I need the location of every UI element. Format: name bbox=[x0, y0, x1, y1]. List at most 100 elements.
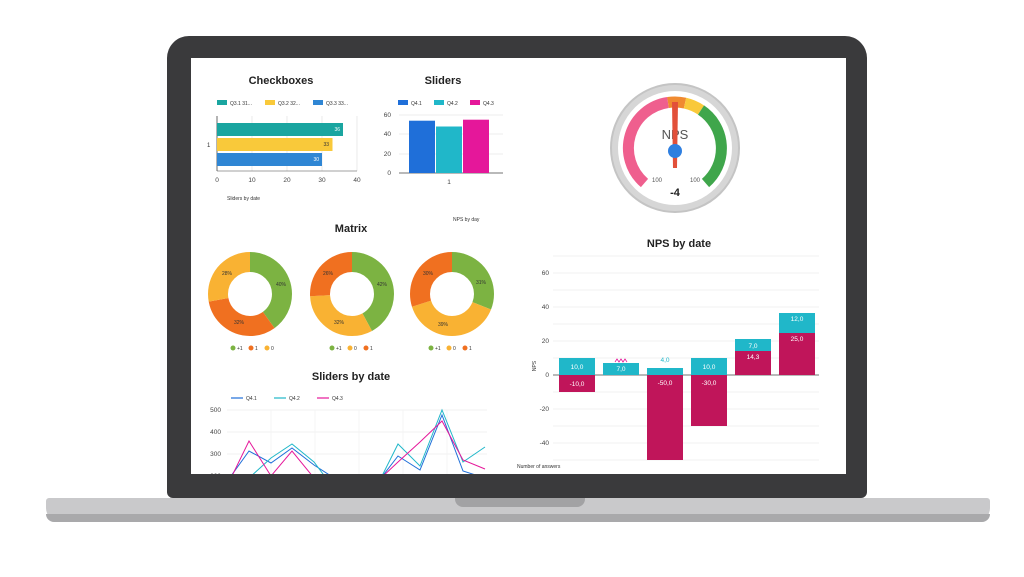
donut-1-slice-3 bbox=[208, 252, 292, 336]
donut-2-legend-3: 1 bbox=[370, 346, 373, 352]
donut-3-legend-dot-2 bbox=[446, 345, 452, 351]
nps-bar-top-1 bbox=[559, 358, 595, 375]
nps-bar-bottom-4-value: -30,0 bbox=[702, 380, 717, 387]
checkboxes-legend-swatch-1 bbox=[217, 100, 227, 105]
checkboxes-bar-3 bbox=[217, 153, 322, 166]
laptop-base-shade bbox=[46, 514, 990, 522]
sbd-line-q42-b bbox=[382, 408, 486, 474]
nps-bar-top-6 bbox=[779, 313, 815, 333]
nps-bar-top-1-value: 10,0 bbox=[571, 364, 584, 371]
sliders-legend-1: Q4.1 bbox=[411, 101, 422, 107]
sliders-by-date-title: Sliders by date bbox=[312, 371, 390, 383]
matrix-donut-2: 42% 32% 26% +1 0 1 bbox=[310, 252, 394, 352]
donut-3-legend-3: 1 bbox=[469, 346, 472, 352]
checkboxes-chart: Checkboxes Q3.1 31... Q3.2 32... Q3.3 33… bbox=[207, 75, 361, 202]
gauge-right-label: 100 bbox=[690, 178, 701, 184]
nps-bar-top-3 bbox=[647, 368, 683, 375]
nps-bar-top-4-value: 10,0 bbox=[703, 364, 716, 371]
nps-tick-20: 20 bbox=[542, 338, 550, 345]
donut-1-legend-3: 0 bbox=[271, 346, 274, 352]
checkboxes-legend-swatch-3 bbox=[313, 100, 323, 105]
checkboxes-title: Checkboxes bbox=[249, 75, 314, 87]
donut-1-slice-2 bbox=[208, 252, 292, 336]
donut-3-label-2: 39% bbox=[438, 322, 449, 328]
nps-bar-bottom-4 bbox=[691, 375, 727, 426]
donut-3-legend-1: +1 bbox=[435, 346, 441, 352]
nps-tick-0: 0 bbox=[545, 372, 549, 379]
donut-1-legend-1: +1 bbox=[237, 346, 243, 352]
donut-3-label-1: 31% bbox=[476, 280, 487, 286]
matrix-charts: Matrix 40% 32% 28% +1 1 0 42% 32% 26% +1 bbox=[208, 223, 494, 352]
nps-by-date-title: NPS by date bbox=[647, 238, 711, 250]
nps-y-axis-label: NPS bbox=[532, 360, 538, 371]
donut-3-legend-dot-1 bbox=[428, 345, 434, 351]
nps-bar-bottom-1-value: -10,0 bbox=[570, 381, 585, 388]
sliders-title: Sliders bbox=[425, 75, 462, 87]
donut-1-legend-dot-1 bbox=[230, 345, 236, 351]
donut-1-legend-dot-2 bbox=[248, 345, 254, 351]
nps-bar-bottom-1 bbox=[559, 375, 595, 392]
donut-1-label-1: 40% bbox=[276, 282, 287, 288]
donut-1-legend-dot-3 bbox=[264, 345, 270, 351]
sbd-legend-1: Q4.1 bbox=[246, 396, 257, 402]
sliders-legend-swatch-1 bbox=[398, 100, 408, 105]
gauge-needle bbox=[672, 102, 678, 168]
nps-bar-bottom-6-value: 25,0 bbox=[791, 336, 804, 343]
nps-bar-top-2 bbox=[603, 363, 639, 375]
nps-bar-top-4 bbox=[691, 358, 727, 375]
sliders-chart: Sliders Q4.1 Q4.2 Q4.3 60 40 20 0 1 NPS … bbox=[384, 75, 503, 223]
nps-bar-top-5 bbox=[735, 339, 771, 351]
sbd-tick-300: 300 bbox=[210, 451, 221, 458]
nps-gauge: NPS 100 100 -4 bbox=[610, 83, 740, 213]
sliders-by-date-chart: Sliders by date Q4.1 Q4.2 Q4.3 500 400 3… bbox=[210, 371, 487, 474]
gauge-value: -4 bbox=[670, 187, 681, 199]
donut-2-slice-2 bbox=[310, 252, 394, 336]
sliders-tick-0: 0 bbox=[387, 170, 391, 177]
donut-2-legend-dot-3 bbox=[363, 345, 369, 351]
checkboxes-tick-0: 0 bbox=[215, 177, 219, 184]
donut-3-slice-3 bbox=[410, 252, 494, 336]
sbd-line-q41-a bbox=[231, 447, 329, 474]
checkboxes-legend-3: Q3.3 33... bbox=[326, 101, 348, 107]
nps-tick-60: 60 bbox=[542, 270, 550, 277]
donut-1-label-3: 28% bbox=[222, 271, 233, 277]
sbd-tick-400: 400 bbox=[210, 429, 221, 436]
sbd-line-q41-b bbox=[383, 413, 475, 474]
sliders-footer: NPS by day bbox=[453, 217, 480, 223]
laptop-notch bbox=[455, 498, 585, 507]
checkboxes-bar-2-value: 33 bbox=[323, 142, 329, 148]
donut-2-label-1: 42% bbox=[377, 282, 388, 288]
sbd-legend-3: Q4.3 bbox=[332, 396, 343, 402]
nps-tick-minus20: -20 bbox=[540, 406, 550, 413]
nps-bar-bottom-3-value: -50,0 bbox=[658, 380, 673, 387]
gauge-arc-negative bbox=[622, 97, 669, 188]
checkboxes-bar-1 bbox=[217, 123, 343, 136]
nps-bar-bottom-5 bbox=[735, 351, 771, 375]
sliders-tick-60: 60 bbox=[384, 112, 392, 119]
checkboxes-bar-2 bbox=[217, 138, 333, 151]
checkboxes-legend-2: Q3.2 32... bbox=[278, 101, 300, 107]
dashboard-screen: Checkboxes Q3.1 31... Q3.2 32... Q3.3 33… bbox=[191, 58, 846, 474]
checkboxes-legend-swatch-2 bbox=[265, 100, 275, 105]
checkboxes-bar-3-value: 30 bbox=[313, 157, 319, 163]
nps-bar-bottom-3 bbox=[647, 375, 683, 460]
donut-2-label-2: 32% bbox=[334, 320, 345, 326]
nps-bar-bottom-5-value: 14,3 bbox=[747, 354, 760, 361]
nps-footer: Number of answers bbox=[517, 464, 561, 470]
nps-tick-40: 40 bbox=[542, 304, 550, 311]
donut-3-slice-2 bbox=[410, 252, 494, 336]
nps-tick-minus40: -40 bbox=[540, 440, 550, 447]
donut-1-label-2: 32% bbox=[234, 320, 245, 326]
matrix-donut-3: 31% 39% 30% +1 0 1 bbox=[410, 252, 494, 352]
nps-bar-top-6-value: 12,0 bbox=[791, 316, 804, 323]
sliders-tick-40: 40 bbox=[384, 131, 392, 138]
nps-bar-top-5-value: 7,0 bbox=[748, 343, 757, 350]
checkboxes-tick-40: 40 bbox=[353, 177, 361, 184]
nps-bar-top-3-value: 4,0 bbox=[660, 357, 669, 364]
checkboxes-footer: Sliders by date bbox=[227, 196, 260, 202]
sliders-legend-swatch-3 bbox=[470, 100, 480, 105]
gauge-arc-mid bbox=[683, 97, 705, 115]
nps-bar-bottom-6 bbox=[779, 333, 815, 375]
checkboxes-legend-1: Q3.1 31... bbox=[230, 101, 252, 107]
checkboxes-y-label: 1 bbox=[207, 143, 211, 149]
